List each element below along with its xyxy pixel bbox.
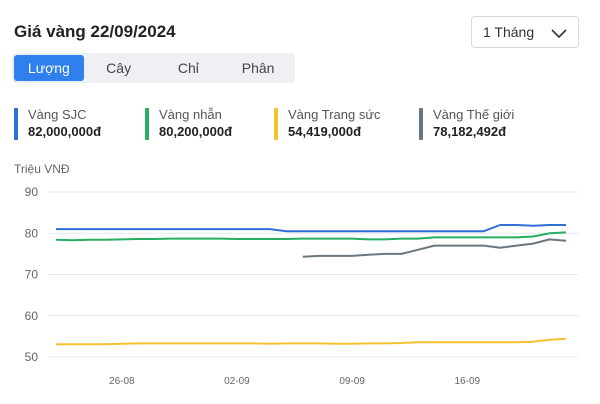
- legend-name: Vàng SJC: [28, 107, 87, 122]
- y-tick-label: 80: [25, 226, 39, 240]
- y-tick-label: 70: [25, 268, 39, 282]
- series-line-3[interactable]: [302, 238, 567, 258]
- legend-value: 54,419,000đ: [288, 124, 362, 139]
- y-tick-label: 60: [25, 309, 39, 323]
- legend-item-nhan[interactable]: Vàng nhẫn 80,200,000đ: [145, 107, 232, 141]
- legend-value: 82,000,000đ: [28, 124, 102, 139]
- legend-value: 80,200,000đ: [159, 124, 233, 139]
- page-title: Giá vàng 22/09/2024: [14, 22, 176, 41]
- y-tick-label: 50: [25, 350, 39, 364]
- legend-item-trang-suc[interactable]: Vàng Trang sức 54,419,000đ: [274, 107, 381, 141]
- y-tick-label: 90: [25, 185, 39, 199]
- x-tick-label: 26-08: [109, 376, 135, 387]
- legend-name: Vàng nhẫn: [159, 107, 222, 122]
- legend-item-sjc[interactable]: Vàng SJC 82,000,000đ: [14, 107, 101, 141]
- time-range-value: 1 Tháng: [483, 24, 535, 40]
- tab-chi[interactable]: Chỉ: [177, 60, 199, 76]
- series-line-0[interactable]: [56, 224, 566, 233]
- legend-name: Vàng Trang sức: [288, 107, 381, 122]
- legend-value: 78,182,492đ: [433, 124, 507, 139]
- y-axis-label: Triệu VNĐ: [14, 162, 70, 176]
- chart-legend: Vàng SJC 82,000,000đ Vàng nhẫn 80,200,00…: [0, 107, 600, 141]
- series-line-1[interactable]: [55, 231, 567, 242]
- unit-tabs: Lượng Cây Chỉ Phân: [12, 53, 295, 83]
- legend-color-nhan: [145, 108, 149, 140]
- legend-item-the-gioi[interactable]: Vàng Thế giới 78,182,492đ: [419, 107, 514, 141]
- time-range-select[interactable]: 1 Tháng: [471, 16, 579, 48]
- legend-color-trang-suc: [274, 108, 278, 140]
- series-line-2[interactable]: [56, 337, 567, 346]
- x-tick-label: 02-09: [224, 376, 250, 387]
- chevron-down-icon: [551, 29, 567, 39]
- tab-phan[interactable]: Phân: [241, 60, 275, 76]
- tab-luong[interactable]: Lượng: [14, 55, 84, 81]
- x-tick-label: 16-09: [455, 376, 481, 387]
- x-tick-label: 09-09: [339, 376, 365, 387]
- price-line-chart: 90 80 70 60 50 26-08 02-09 09-09 16-09: [25, 185, 578, 387]
- legend-color-sjc: [14, 108, 18, 140]
- legend-name: Vàng Thế giới: [433, 107, 515, 122]
- legend-color-the-gioi: [419, 108, 423, 140]
- tab-cay[interactable]: Cây: [106, 60, 132, 76]
